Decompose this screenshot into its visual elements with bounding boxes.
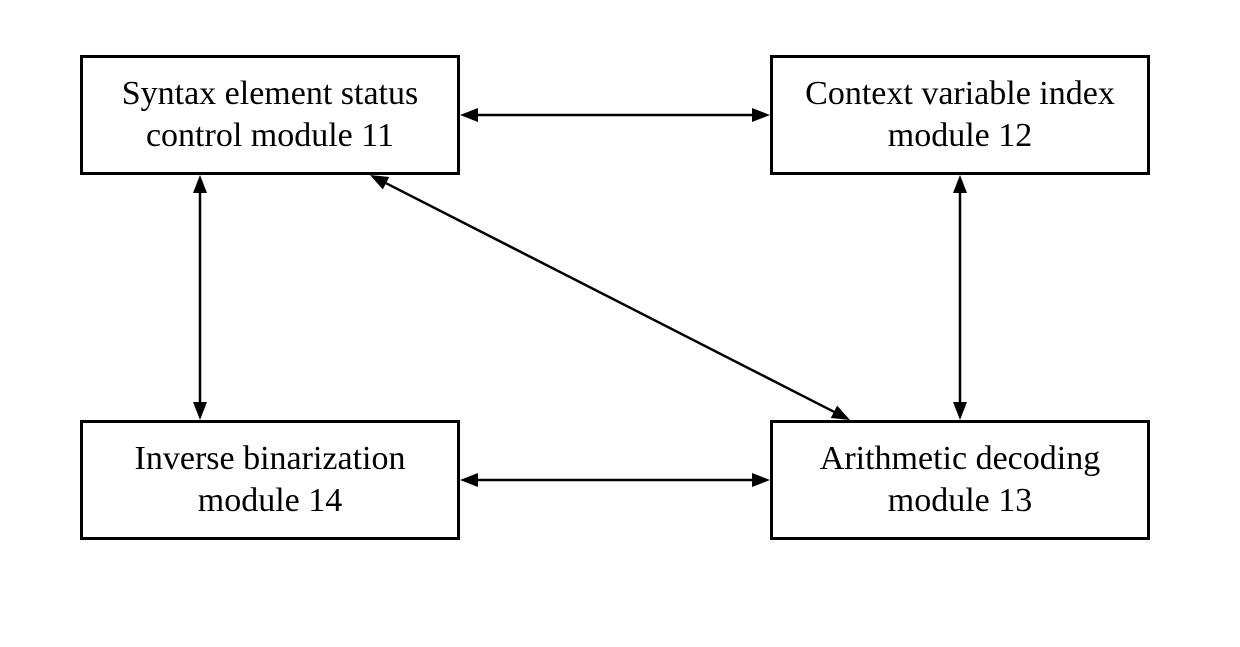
- node-n12: Context variable indexmodule 12: [770, 55, 1150, 175]
- node-label: Syntax element statuscontrol module 11: [114, 69, 427, 162]
- node-n11: Syntax element statuscontrol module 11: [80, 55, 460, 175]
- node-label: Inverse binarizationmodule 14: [127, 434, 414, 527]
- edge-n11-n13: [386, 183, 834, 412]
- diagram-canvas: Syntax element statuscontrol module 11 Co…: [0, 0, 1240, 647]
- node-n13: Arithmetic decodingmodule 13: [770, 420, 1150, 540]
- node-label: Arithmetic decodingmodule 13: [812, 434, 1108, 527]
- node-n14: Inverse binarizationmodule 14: [80, 420, 460, 540]
- node-label: Context variable indexmodule 12: [797, 69, 1123, 162]
